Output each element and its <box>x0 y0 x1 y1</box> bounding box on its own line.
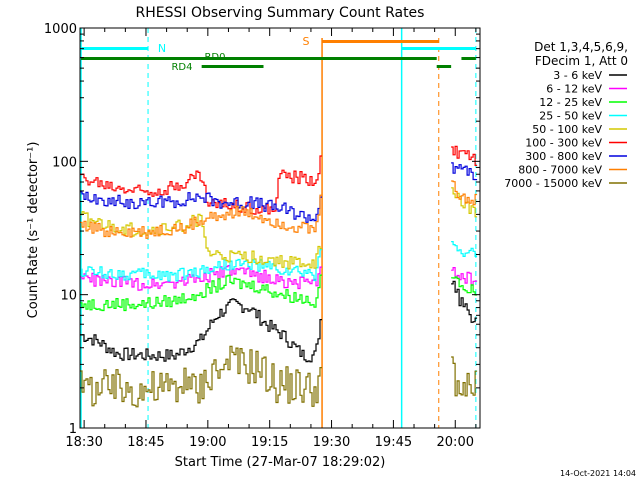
series-line-5 <box>451 276 478 296</box>
legend-label-2: 12 - 25 keV <box>539 96 602 109</box>
legend-header-2: FDecim 1, Att 0 <box>535 54 628 68</box>
y-tick-label-1: 10 <box>60 289 77 304</box>
flag-bars: N S RD0 RD4 <box>80 28 477 428</box>
series-line-11 <box>451 145 478 166</box>
series-line-16 <box>80 345 322 408</box>
flag-rd0-bar <box>81 57 437 60</box>
x-tick-label-5: 19:45 <box>375 435 412 450</box>
y-tick-label-3: 1000 <box>44 22 77 37</box>
flag-n-label: N <box>158 42 166 55</box>
flag-rd0-bar-2 <box>461 57 476 60</box>
legend-label-6: 300 - 800 keV <box>525 150 602 163</box>
legend-label-7: 800 - 7000 keV <box>518 164 602 177</box>
x-tick-label-0: 18:30 <box>65 435 102 450</box>
series-line-7 <box>451 241 478 257</box>
flag-s-bar <box>322 40 439 43</box>
series-line-10 <box>80 155 322 215</box>
flag-rd4-label: RD4 <box>171 62 192 73</box>
series-line-15 <box>451 180 478 206</box>
render-timestamp: 14-Oct-2021 14:04 <box>560 469 636 478</box>
flag-n-bar <box>81 47 149 50</box>
y-tick-label-2: 100 <box>52 155 77 170</box>
series-group <box>80 145 478 408</box>
series-line-13 <box>451 162 478 181</box>
legend-label-0: 3 - 6 keV <box>553 69 602 82</box>
x-axis-label: Start Time (27-Mar-07 18:29:02) <box>175 455 386 470</box>
series-line-0 <box>80 298 322 363</box>
plot-frame <box>79 27 481 429</box>
legend-header-1: Det 1,3,4,5,6,9, <box>534 40 628 54</box>
y-axis-label: Count Rate (s⁻¹ detector⁻¹) <box>26 142 41 319</box>
flag-n2-bar <box>401 47 476 50</box>
series-line-17 <box>451 356 478 397</box>
flag-s-label: S <box>303 35 310 48</box>
x-tick-label-4: 19:30 <box>313 435 350 450</box>
series-line-14 <box>80 194 322 239</box>
y-tick-label-0: 1 <box>69 422 77 437</box>
flag-rd0-label: RD0 <box>204 52 225 63</box>
legend-label-4: 50 - 100 keV <box>532 123 602 136</box>
series-line-9 <box>451 187 478 218</box>
chart-title: RHESSI Observing Summary Count Rates <box>136 5 425 21</box>
flag-rd4-bar-2 <box>436 65 452 68</box>
series-line-4 <box>80 274 322 312</box>
x-tick-label-1: 18:45 <box>127 435 164 450</box>
series-line-6 <box>80 249 322 282</box>
x-tick-label-3: 19:15 <box>251 435 288 450</box>
x-tick-label-6: 20:00 <box>437 435 474 450</box>
series-line-2 <box>80 265 322 291</box>
legend-label-3: 25 - 50 keV <box>539 110 602 123</box>
axes-group: 18:30 18:45 19:00 19:15 19:30 19:45 20:00 1 10 10… <box>44 22 480 450</box>
legend-label-8: 7000 - 15000 keV <box>504 177 602 190</box>
series-line-12 <box>80 191 322 223</box>
legend-label-1: 6 - 12 keV <box>546 83 602 96</box>
x-tick-label-2: 19:00 <box>189 435 226 450</box>
series-line-1 <box>451 280 478 323</box>
flag-rd4-bar <box>201 65 264 68</box>
legend-label-5: 100 - 300 keV <box>525 137 602 150</box>
